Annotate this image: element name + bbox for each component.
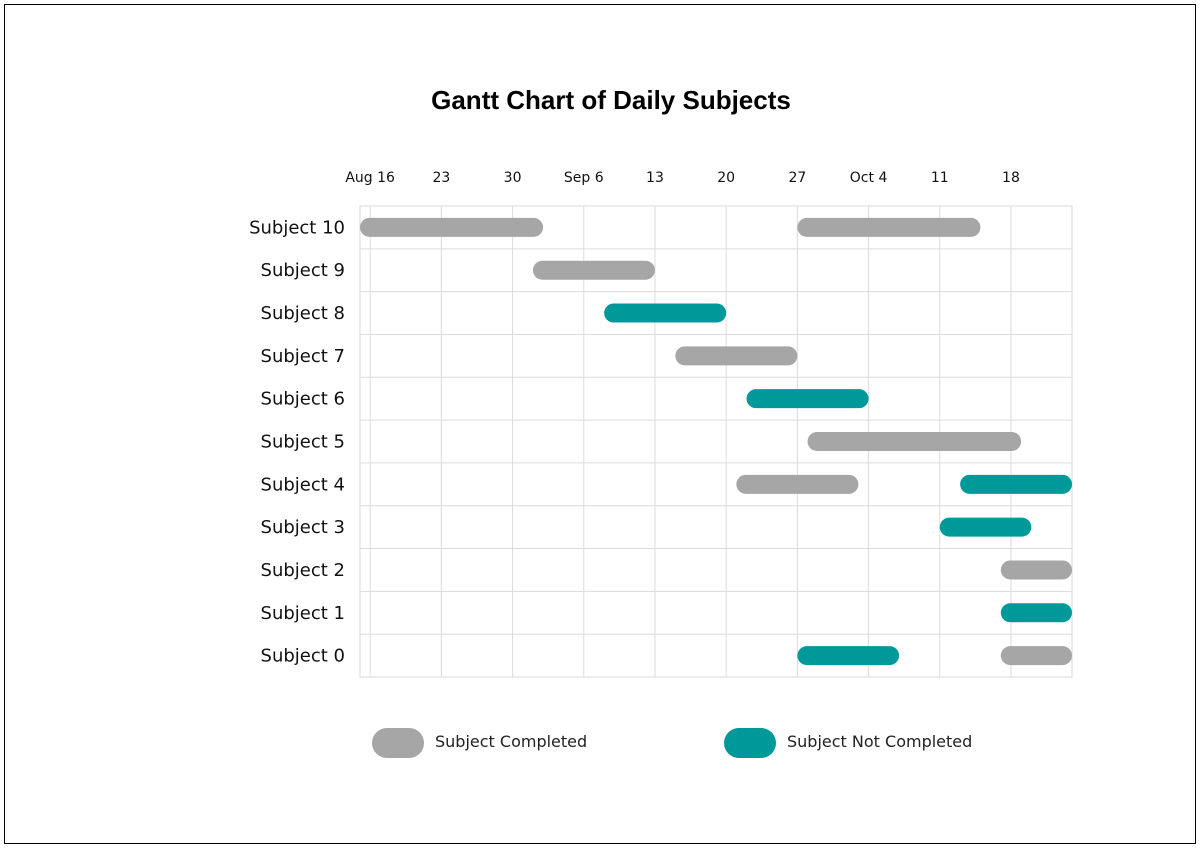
row-label-subject-8: Subject 8 bbox=[261, 303, 345, 324]
task-bar-subject-4 bbox=[960, 474, 1072, 494]
x-tick-label: 13 bbox=[646, 170, 664, 186]
task-bar-subject-0 bbox=[797, 646, 900, 666]
task-bar-subject-5 bbox=[807, 432, 1022, 451]
row-label-subject-5: Subject 5 bbox=[261, 432, 345, 453]
task-bar-subject-1 bbox=[1000, 603, 1072, 623]
x-tick-label: 18 bbox=[1002, 170, 1020, 186]
legend-label-subject-completed: Subject Completed bbox=[435, 732, 587, 751]
y-axis-labels: Subject 10 Subject 9 Subject 8 Subject 7 Sub… bbox=[249, 217, 345, 666]
row-label-subject-10: Subject 10 bbox=[249, 217, 345, 238]
chart-title: Gantt Chart of Daily Subjects bbox=[431, 85, 791, 115]
task-bar-subject-10 bbox=[797, 217, 981, 237]
x-tick-label: 23 bbox=[432, 170, 450, 186]
task-bar-subject-2 bbox=[1000, 560, 1072, 580]
legend: Subject Completed Subject Not Completed bbox=[372, 728, 972, 758]
x-tick-label: Oct 4 bbox=[850, 170, 888, 186]
task-bar-subject-8 bbox=[604, 303, 727, 323]
x-tick-label: 30 bbox=[504, 170, 522, 186]
x-tick-label: 20 bbox=[717, 170, 735, 186]
task-bar-subject-6 bbox=[746, 389, 869, 409]
legend-swatch-subject-not-completed bbox=[724, 728, 776, 758]
row-label-subject-0: Subject 0 bbox=[261, 646, 345, 667]
row-label-subject-2: Subject 2 bbox=[261, 560, 345, 581]
task-bar-subject-7 bbox=[675, 346, 798, 366]
row-label-subject-9: Subject 9 bbox=[261, 260, 345, 281]
x-tick-label: 27 bbox=[788, 170, 806, 186]
task-bars bbox=[360, 217, 1072, 666]
row-label-subject-1: Subject 1 bbox=[261, 603, 345, 624]
x-tick-label: 11 bbox=[931, 170, 949, 186]
legend-swatch-subject-completed bbox=[372, 728, 424, 758]
task-bar-subject-3 bbox=[939, 517, 1032, 537]
legend-label-subject-not-completed: Subject Not Completed bbox=[787, 732, 972, 751]
row-label-subject-3: Subject 3 bbox=[261, 517, 345, 538]
x-tick-label: Aug 16 bbox=[345, 170, 395, 186]
row-label-subject-6: Subject 6 bbox=[261, 389, 345, 410]
row-label-subject-4: Subject 4 bbox=[261, 474, 345, 495]
plot-grid bbox=[359, 205, 1073, 678]
x-axis-ticks: Aug 16 23 30 Sep 6 13 20 27 Oct 4 11 18 bbox=[345, 170, 1020, 186]
row-label-subject-7: Subject 7 bbox=[261, 346, 345, 367]
task-bar-subject-9 bbox=[532, 260, 655, 280]
task-bar-subject-0 bbox=[1000, 646, 1072, 666]
task-bar-subject-10 bbox=[360, 217, 544, 237]
x-tick-label: Sep 6 bbox=[564, 170, 604, 186]
task-bar-subject-4 bbox=[736, 474, 859, 494]
